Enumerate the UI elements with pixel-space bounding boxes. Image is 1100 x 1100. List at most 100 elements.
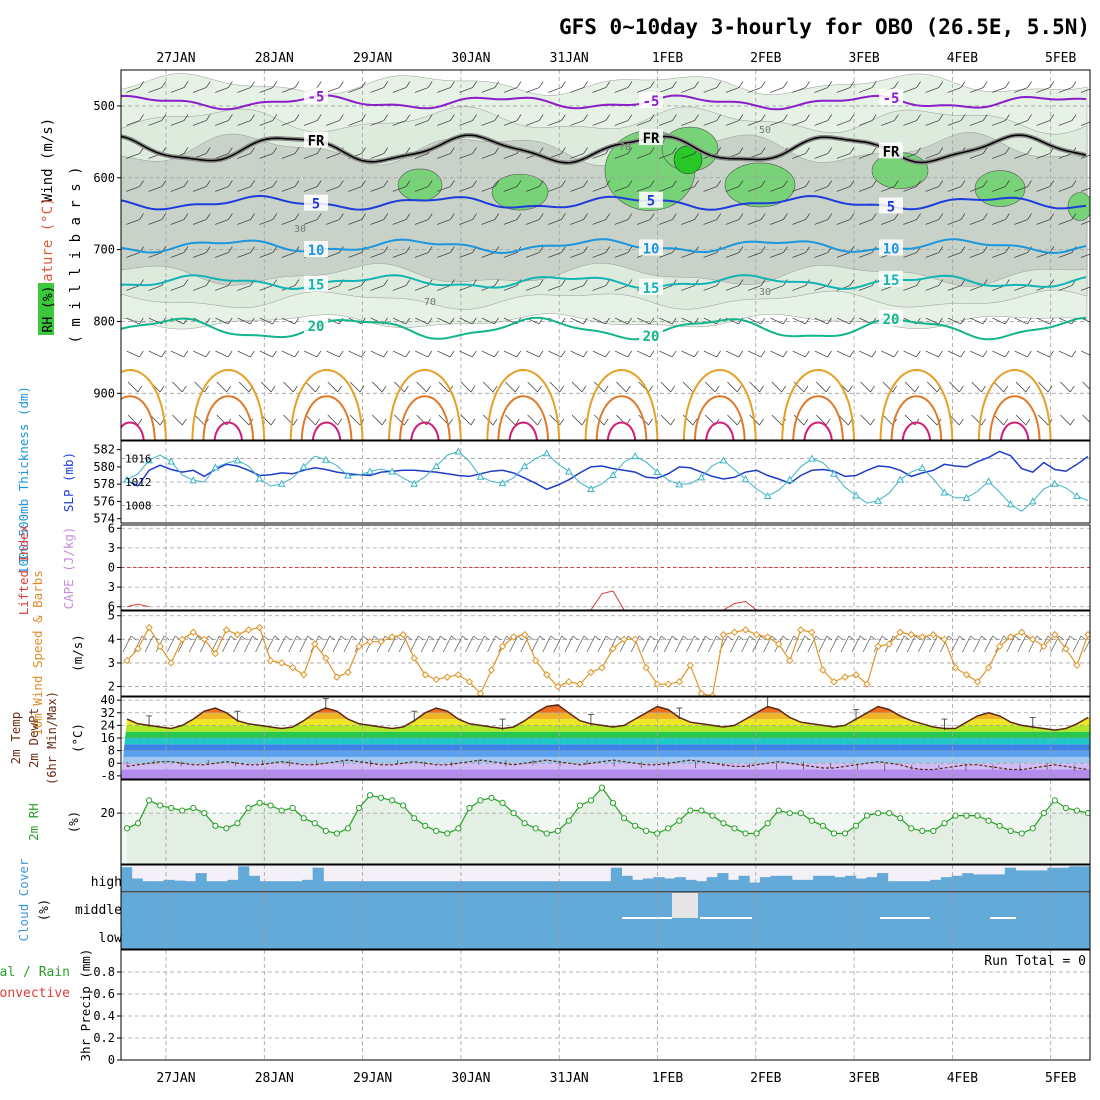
wind-barb-flag	[1071, 180, 1077, 187]
surface-wind-barb-flag	[318, 635, 325, 641]
surface-wind-barb-flag	[870, 635, 877, 641]
surface-isotherm	[508, 421, 538, 440]
surface-wind-barb-flag	[738, 635, 744, 641]
wind-barb	[925, 153, 939, 159]
wind-barb-flag	[205, 350, 211, 358]
wind-speed-marker	[620, 635, 628, 644]
cloud-high-bar	[152, 881, 165, 892]
wind-barb	[969, 219, 984, 225]
wind-speed-marker	[841, 673, 849, 681]
wind-barb	[792, 87, 806, 93]
surface-wind-barb	[851, 635, 861, 653]
wind-barb	[326, 252, 340, 258]
slp-marker	[808, 454, 816, 462]
wind-barb-flag	[981, 418, 986, 426]
slp-marker	[719, 456, 728, 464]
cloud-high-bar	[216, 881, 228, 892]
wind-barb-flag	[716, 180, 722, 187]
cloud-high-bar	[632, 879, 644, 892]
wind-barb	[326, 186, 340, 192]
wind-barb	[858, 219, 873, 225]
wind-barb	[215, 285, 229, 291]
wind-barb-flag	[938, 180, 944, 187]
surface-wind-barb	[431, 635, 441, 653]
rh-marker	[543, 830, 550, 837]
wind-barb-flag	[137, 385, 143, 393]
wind-barb-flag	[450, 114, 455, 121]
slp-tick-label: 1008	[125, 499, 152, 512]
isotherm-label: -5	[643, 94, 660, 110]
wind-barb	[792, 219, 806, 225]
wind-barb	[992, 186, 1006, 192]
wind-barb-flag	[960, 213, 966, 220]
cloud-high-bar	[845, 875, 857, 892]
wind-barb	[548, 87, 562, 93]
surface-wind-barb	[586, 635, 596, 653]
surface-isotherm	[792, 395, 844, 440]
wind-barb	[770, 350, 784, 358]
temp-band	[121, 750, 1090, 757]
wind-barb	[193, 350, 207, 358]
wind-speed-marker	[333, 673, 341, 681]
wind-speed-marker	[366, 637, 374, 646]
wind-barb	[481, 153, 495, 159]
wind-barb	[259, 219, 273, 225]
wind-barb	[304, 350, 318, 358]
wind-barb	[370, 350, 384, 358]
wind-barb-flag	[583, 180, 588, 187]
rh-marker	[897, 815, 904, 822]
thickness-tick-label: 576	[93, 494, 115, 508]
wind-barb	[836, 120, 851, 126]
wind-barb-flag	[1049, 81, 1055, 88]
wind-barb-flag	[938, 114, 944, 121]
wind-barb	[681, 219, 695, 225]
slp-marker	[785, 475, 794, 483]
surface-wind-barb-flag	[683, 635, 689, 641]
wind-barb-flag	[472, 213, 477, 220]
wind-10m-panel: 2 3 4 5 10m Wind Speed & Barbs (m/s)	[30, 570, 1091, 736]
wind-barb-flag	[1094, 318, 1098, 324]
wind-barb	[437, 219, 451, 225]
wind-barb-flag	[982, 246, 988, 253]
wind-barb	[126, 153, 140, 159]
wind-barb-flag	[405, 317, 411, 325]
wind-barb	[771, 414, 782, 426]
wind-barb	[548, 252, 562, 258]
wind-barb-flag	[337, 418, 343, 426]
bottom-date-labels: 27JAN 28JAN 29JAN 30JAN 31JAN 1FEB 2FEB 3FEB 4FE…	[156, 1071, 1076, 1086]
wind-barb	[126, 219, 140, 225]
rh-marker	[1007, 827, 1014, 835]
wind-barb-flag	[228, 147, 233, 154]
wind-barb	[903, 252, 917, 258]
wind-barb-flag	[960, 114, 966, 121]
wind-barb-flag	[159, 385, 165, 393]
wind-barb	[215, 186, 229, 192]
wind-barb	[792, 285, 806, 291]
surface-wind-barb-flag	[826, 635, 833, 641]
wind-barb-flag	[960, 246, 966, 253]
cloud-middle-gap-line	[880, 917, 930, 919]
wind-barb-flag	[738, 213, 744, 220]
surface-wind-barb-flag	[285, 635, 291, 641]
wind-barb-flag	[893, 350, 899, 358]
wind-barb	[1014, 317, 1028, 325]
wind-barb	[970, 350, 984, 358]
surface-isotherm	[977, 369, 1052, 440]
wind-barb	[571, 414, 583, 426]
rh-marker	[764, 820, 771, 827]
wind-barb-flag	[760, 350, 766, 358]
bottom-date-tick: 2FEB	[750, 1071, 781, 1086]
rh-marker	[245, 804, 252, 812]
wind-barb	[238, 381, 250, 393]
wind-speed-marker	[863, 680, 871, 688]
wind-barb-flag	[849, 317, 855, 325]
wind-barb-flag	[916, 147, 921, 154]
surface-wind-barb-flag	[130, 635, 137, 641]
rh-contour-label: 70	[619, 142, 631, 153]
wind-barb-flag	[827, 180, 833, 187]
wind-barb	[503, 87, 518, 93]
surface-isotherm	[300, 395, 353, 440]
cloud-low-label: low	[99, 931, 123, 946]
wind-barb-flag	[803, 418, 809, 426]
rh-marker	[797, 809, 804, 817]
